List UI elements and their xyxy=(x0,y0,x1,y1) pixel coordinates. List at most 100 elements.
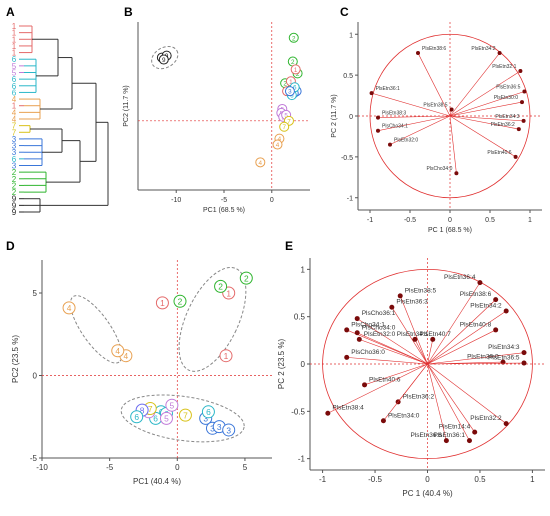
y-tick-label: -5 xyxy=(30,454,38,463)
loading-vector xyxy=(364,363,428,386)
scatter-point-label: 2 xyxy=(178,297,183,307)
scatter-point-label: 2 xyxy=(244,273,249,283)
loading-point xyxy=(521,360,527,366)
unit-circle xyxy=(369,33,531,199)
y-tick-label: -1 xyxy=(347,196,353,203)
scatter-point xyxy=(165,398,179,412)
loading-label: PlsEtn34:3 xyxy=(495,114,519,120)
x-tick-label: -0.5 xyxy=(368,475,382,484)
x-axis-label: PC1 (40.4 %) xyxy=(133,477,181,486)
scatter-point-label: 4 xyxy=(259,160,263,167)
scatter-point-label: 1 xyxy=(289,79,293,86)
panel-label-c: C xyxy=(340,5,349,19)
loading-point xyxy=(521,118,526,123)
group-ellipse xyxy=(69,295,123,364)
dendrogram-leaf-label: 3 xyxy=(12,148,17,157)
loading-point xyxy=(354,316,360,322)
scatter-point-label: 3 xyxy=(226,425,231,435)
scatter-point-label: 3 xyxy=(217,422,222,432)
scatter-point xyxy=(155,296,169,310)
loading-label: PlsEtn32:0 xyxy=(394,138,418,144)
x-tick-label: 0.5 xyxy=(474,475,486,484)
y-axis-label: PC 2 (11.7 %) xyxy=(331,94,338,137)
group-ellipse xyxy=(178,266,247,372)
scatter-point-label: 6 xyxy=(134,412,139,422)
loading-point xyxy=(466,438,472,444)
loading-label: PlsCho34:1 xyxy=(351,321,385,328)
x-tick-label: -10 xyxy=(36,463,48,472)
scatter-point xyxy=(288,32,299,43)
loading-point xyxy=(443,438,449,444)
dendrogram-leaf-label: 2 xyxy=(12,175,17,184)
loading-label: PlsEtn14:4 xyxy=(439,424,471,431)
scatter-point-label: 1 xyxy=(224,351,229,361)
loading-label: PlsEtn34:2 xyxy=(471,46,495,52)
scatter-point xyxy=(158,54,169,65)
scatter-point-label: 2 xyxy=(283,81,287,88)
scatter-point-label: 3 xyxy=(288,89,292,96)
y-tick-label: -1 xyxy=(298,455,306,464)
loading-label: PlsEtn36:3 xyxy=(396,299,428,306)
dendrogram-leaf-label: 1 xyxy=(12,49,17,58)
y-tick-label: 0.5 xyxy=(294,313,306,322)
dendrogram-leaf-label: 1 xyxy=(12,102,17,111)
loading-vector xyxy=(427,363,447,441)
x-tick-label: -0.5 xyxy=(404,217,416,224)
loading-vector xyxy=(399,295,428,365)
scatter-point xyxy=(111,344,125,358)
loading-point xyxy=(389,304,395,310)
scatter-point-label: 5 xyxy=(284,112,288,119)
loading-vector xyxy=(449,91,525,117)
dendrogram-leaf-label: 4 xyxy=(12,115,17,124)
loading-point xyxy=(472,429,478,435)
dendrogram-leaf-label: 6 xyxy=(12,75,17,84)
loading-point xyxy=(380,418,386,424)
y-tick-label: 0 xyxy=(301,360,306,369)
loading-vector xyxy=(357,332,428,365)
scatter-point-label: 4 xyxy=(115,346,120,356)
loading-vector xyxy=(359,339,428,365)
dendrogram-leaf-label: 5 xyxy=(12,62,17,71)
y-tick-label: 0 xyxy=(33,372,38,381)
x-axis-label: PC 1 (40.4 %) xyxy=(402,489,453,498)
loading-vector xyxy=(377,115,451,132)
scatter-point-label: 1 xyxy=(160,298,165,308)
dendrogram-leaf-label: 7 xyxy=(12,128,17,137)
dendrogram-leaf-label: 9 xyxy=(12,195,17,204)
loading-vector xyxy=(449,52,500,117)
loading-point xyxy=(325,410,331,416)
loading-point xyxy=(503,421,509,427)
scatter-point-label: 4 xyxy=(276,142,280,149)
x-axis-label: PC 1 (68.5 %) xyxy=(428,227,472,234)
scatter-point xyxy=(279,121,290,132)
loading-label: PlsEtn40:6 xyxy=(369,376,401,383)
loading-point xyxy=(354,330,360,336)
dendrogram-leaf-label: 9 xyxy=(12,208,17,217)
loading-point xyxy=(397,293,403,299)
scatter-point-label: 8 xyxy=(140,405,145,415)
loading-label: PlsEtn38:4 xyxy=(332,405,364,412)
dendrogram-leaf-label: 4 xyxy=(12,108,17,117)
loading-label: PlsEtn32:1 xyxy=(492,64,516,70)
scatter-point-label: 7 xyxy=(183,410,188,420)
scatter-point xyxy=(62,301,76,315)
loading-point xyxy=(516,127,521,132)
loading-vector xyxy=(327,363,428,414)
scatter-point xyxy=(239,271,253,285)
y-tick-label: 0 xyxy=(349,114,353,121)
dendrogram-leaf-label: 1 xyxy=(12,42,17,51)
scatter-point-label: 7 xyxy=(287,118,291,125)
scatter-point xyxy=(173,294,187,308)
y-axis-label: PC2 (23.5 %) xyxy=(11,335,20,383)
x-tick-label: -1 xyxy=(367,217,373,224)
loading-panel-c: -1 -0.5 0 0.5 1 -1 -0.5 0 0.5 1 PC 1 (68.5 %) PC 2 … xyxy=(331,22,542,234)
loading-vector xyxy=(449,101,523,117)
loading-label: PlsEtn38:6 xyxy=(460,291,492,298)
loading-point xyxy=(449,107,454,112)
loading-point xyxy=(376,115,380,120)
dendrogram-leaf-label: 6 xyxy=(12,155,17,164)
dendrogram-leaf-label: 9 xyxy=(12,201,17,210)
loading-point xyxy=(497,51,502,56)
